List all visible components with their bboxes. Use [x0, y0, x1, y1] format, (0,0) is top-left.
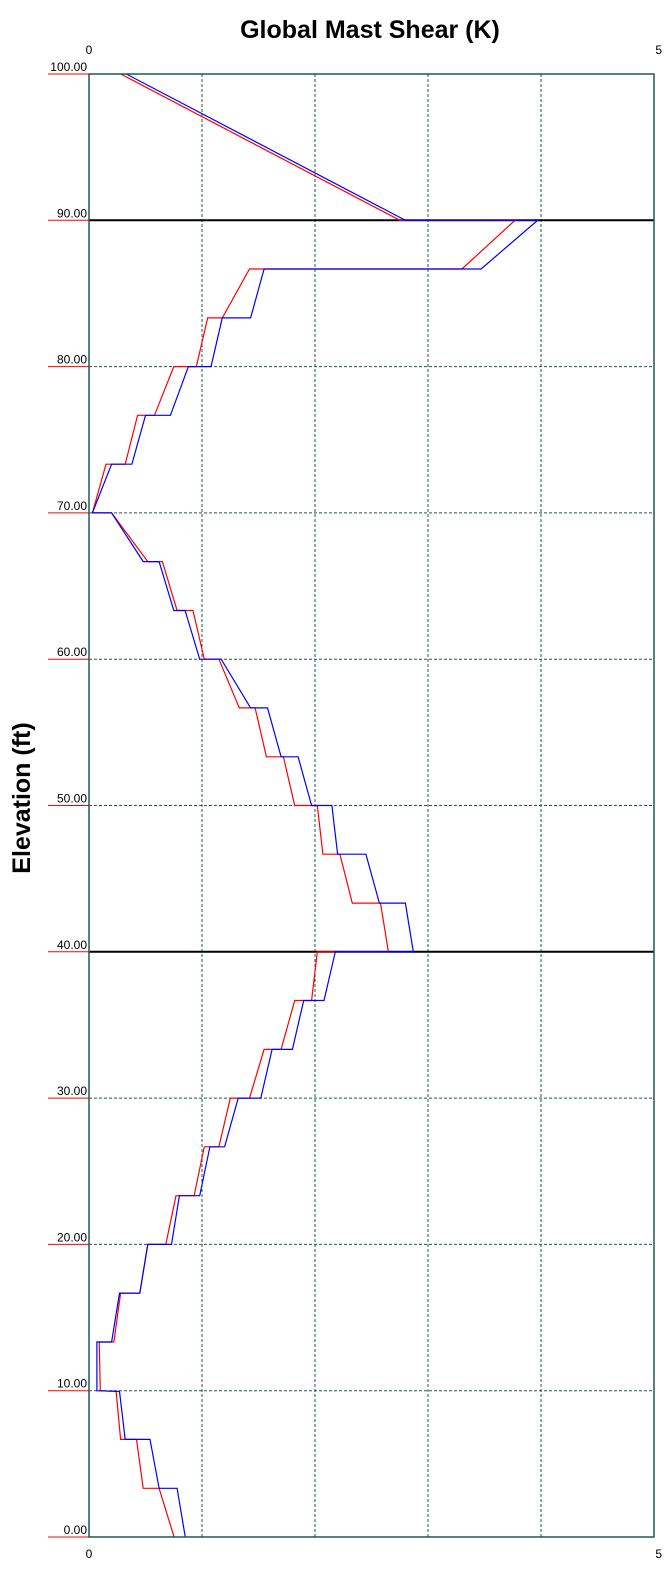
y-tick-label: 80.00	[57, 353, 87, 367]
y-tick-label: 10.00	[57, 1377, 87, 1391]
grid-layer	[89, 74, 654, 1537]
chart-title: Global Mast Shear (K)	[240, 16, 500, 44]
x-tick-label-top: 0	[86, 43, 93, 57]
y-tick-label: 100.00	[50, 60, 87, 74]
y-tick-label: 20.00	[57, 1230, 87, 1244]
y-tick-label: 0.00	[64, 1523, 88, 1537]
y-tick-label: 70.00	[57, 499, 87, 513]
y-axis-label: Elevation (ft)	[8, 722, 36, 873]
y-tick-label: 60.00	[57, 645, 87, 659]
x-tick-label-top: 5	[655, 43, 662, 57]
y-tick-label: 50.00	[57, 792, 87, 806]
y-tick-label: 30.00	[57, 1084, 87, 1098]
tick-labels: 0.00 10.00 20.00 30.00 40.00 50.00 60.00 70.00 8…	[48, 43, 662, 1561]
series-layer	[91, 73, 540, 1537]
x-tick-label-bottom: 0	[86, 1547, 93, 1561]
y-tick-label: 40.00	[57, 938, 87, 952]
y-tick-label: 90.00	[57, 206, 87, 220]
series-line-blue	[91, 73, 540, 1537]
x-tick-label-bottom: 5	[655, 1547, 662, 1561]
